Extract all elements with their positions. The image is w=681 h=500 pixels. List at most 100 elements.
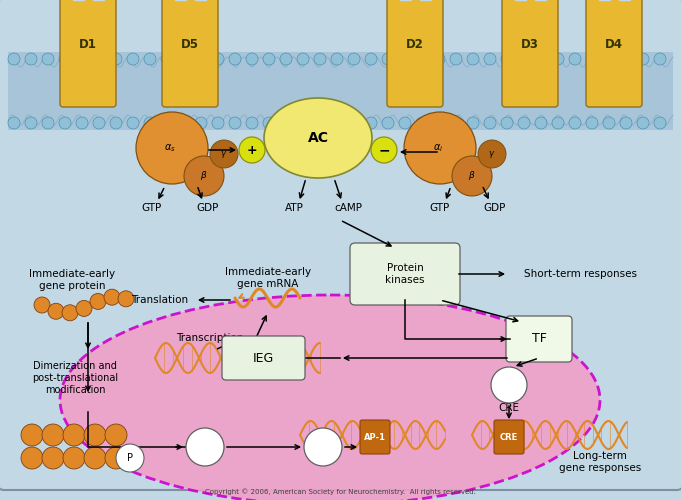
Circle shape <box>246 53 258 65</box>
FancyBboxPatch shape <box>60 0 116 107</box>
Circle shape <box>637 117 649 129</box>
Circle shape <box>136 112 208 184</box>
Circle shape <box>484 117 496 129</box>
Circle shape <box>331 117 343 129</box>
Circle shape <box>280 117 292 129</box>
Text: GDP: GDP <box>197 203 219 213</box>
Circle shape <box>178 117 190 129</box>
Circle shape <box>569 53 581 65</box>
Circle shape <box>263 53 275 65</box>
Circle shape <box>127 117 139 129</box>
Circle shape <box>161 53 173 65</box>
Circle shape <box>280 53 292 65</box>
Text: $\beta$: $\beta$ <box>469 170 476 182</box>
Circle shape <box>263 117 275 129</box>
Circle shape <box>144 117 156 129</box>
Circle shape <box>569 117 581 129</box>
Circle shape <box>42 53 54 65</box>
Circle shape <box>42 447 64 469</box>
FancyBboxPatch shape <box>387 0 443 107</box>
Circle shape <box>535 53 547 65</box>
Circle shape <box>212 53 224 65</box>
Text: P: P <box>127 453 133 463</box>
Circle shape <box>304 428 342 466</box>
Circle shape <box>42 424 64 446</box>
Text: Immediate-early
gene protein: Immediate-early gene protein <box>29 269 115 291</box>
Circle shape <box>229 117 241 129</box>
Circle shape <box>93 53 105 65</box>
Circle shape <box>478 140 506 168</box>
Text: GTP: GTP <box>142 203 162 213</box>
Circle shape <box>491 367 527 403</box>
Circle shape <box>59 117 71 129</box>
Circle shape <box>552 117 564 129</box>
Circle shape <box>365 53 377 65</box>
Text: D1: D1 <box>79 38 97 51</box>
Circle shape <box>416 117 428 129</box>
Circle shape <box>654 53 666 65</box>
Text: TF: TF <box>532 332 546 345</box>
Text: $\beta$: $\beta$ <box>200 170 208 182</box>
Text: cAMP: cAMP <box>334 203 362 213</box>
Circle shape <box>314 117 326 129</box>
Circle shape <box>586 117 598 129</box>
FancyBboxPatch shape <box>502 0 558 107</box>
Circle shape <box>76 53 88 65</box>
Circle shape <box>239 137 265 163</box>
Circle shape <box>110 117 122 129</box>
Circle shape <box>186 428 224 466</box>
Circle shape <box>59 53 71 65</box>
Circle shape <box>105 447 127 469</box>
Circle shape <box>314 53 326 65</box>
Circle shape <box>586 53 598 65</box>
Circle shape <box>90 294 106 310</box>
Circle shape <box>518 117 530 129</box>
Circle shape <box>518 53 530 65</box>
Circle shape <box>25 117 37 129</box>
Circle shape <box>501 53 513 65</box>
Circle shape <box>297 53 309 65</box>
Circle shape <box>195 53 207 65</box>
Text: +: + <box>247 144 257 156</box>
Circle shape <box>8 53 20 65</box>
Circle shape <box>84 424 106 446</box>
Circle shape <box>371 137 397 163</box>
Text: D4: D4 <box>605 38 623 51</box>
FancyBboxPatch shape <box>586 0 642 107</box>
Bar <box>8 52 673 130</box>
Circle shape <box>76 117 88 129</box>
Text: CRE: CRE <box>498 403 520 413</box>
Circle shape <box>654 117 666 129</box>
Circle shape <box>467 53 479 65</box>
Text: GDP: GDP <box>484 203 506 213</box>
Circle shape <box>452 156 492 196</box>
Circle shape <box>297 117 309 129</box>
Circle shape <box>246 117 258 129</box>
Text: Long-term
gene responses: Long-term gene responses <box>559 451 641 473</box>
FancyBboxPatch shape <box>494 420 524 454</box>
Text: D2: D2 <box>406 38 424 51</box>
Text: AC: AC <box>308 131 328 145</box>
Circle shape <box>63 424 85 446</box>
FancyBboxPatch shape <box>162 0 218 107</box>
Circle shape <box>34 297 50 313</box>
Circle shape <box>501 117 513 129</box>
FancyBboxPatch shape <box>222 336 305 380</box>
Circle shape <box>416 53 428 65</box>
Circle shape <box>21 447 43 469</box>
Circle shape <box>382 53 394 65</box>
Text: AP-1: AP-1 <box>364 432 386 442</box>
Circle shape <box>144 53 156 65</box>
Circle shape <box>48 304 64 320</box>
Circle shape <box>42 117 54 129</box>
Circle shape <box>484 53 496 65</box>
FancyBboxPatch shape <box>350 243 460 305</box>
Text: Translation: Translation <box>131 295 189 305</box>
Circle shape <box>552 53 564 65</box>
Circle shape <box>603 53 615 65</box>
Circle shape <box>212 117 224 129</box>
Circle shape <box>229 53 241 65</box>
Circle shape <box>127 53 139 65</box>
Text: Transcription: Transcription <box>176 333 244 343</box>
Circle shape <box>382 117 394 129</box>
